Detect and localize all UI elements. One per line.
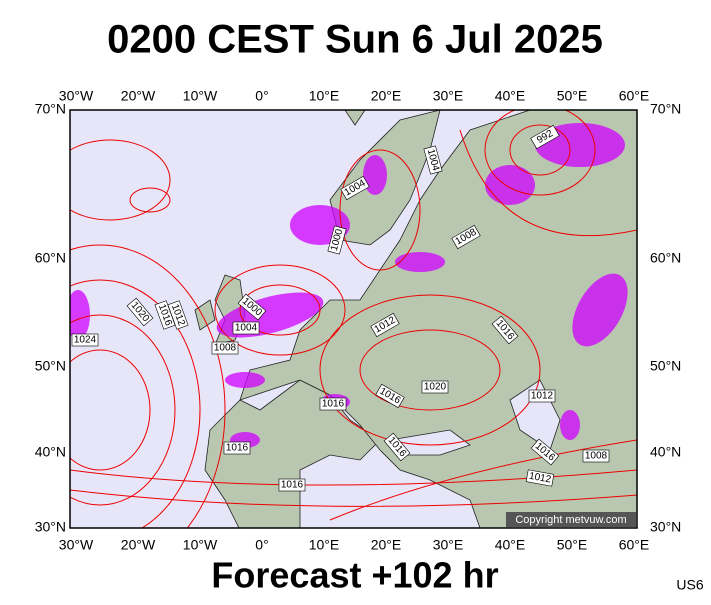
lon-label-top: 20°E (371, 88, 402, 104)
isobar-label: 1004 (232, 321, 260, 335)
isobar-label-box (582, 449, 610, 463)
lon-label-bottom: 10°E (309, 537, 340, 553)
lon-label-top: 40°E (495, 88, 526, 104)
isobar-label-box (237, 293, 267, 321)
isobar-label-box (211, 341, 239, 355)
isobar-label-box (451, 224, 481, 250)
isobar-label: 1008 (582, 449, 610, 463)
copyright: Copyright metvuw.com (515, 514, 626, 526)
map-area (70, 110, 637, 528)
lat-label-left: 30°N (35, 519, 66, 535)
isobar-label-box (375, 383, 405, 409)
isobar-label-text: 1008 (585, 451, 608, 462)
isobar-label-text: 1004 (235, 323, 258, 334)
isobar-label-box (278, 478, 306, 492)
lat-label-right: 50°N (650, 358, 681, 374)
isobar-label: 1016 (223, 441, 251, 455)
isobar-label-box (530, 124, 560, 150)
isobar-label-box (491, 315, 519, 345)
isobar-label-text: 1016 (322, 399, 345, 410)
map-frame (69, 109, 638, 529)
lat-label-left: 40°N (35, 444, 66, 460)
isobar-label-text: 1024 (74, 335, 97, 346)
isobar-label-text: 1012 (528, 471, 552, 486)
isobar-label-box (319, 397, 347, 411)
isobar-label-box (232, 321, 260, 335)
lat-label-left: 70°N (35, 101, 66, 117)
lat-label-right: 60°N (650, 250, 681, 266)
isobar-label-box (340, 175, 370, 201)
lat-label-right: 30°N (650, 519, 681, 535)
isobar-label: 1024 (71, 333, 99, 347)
lon-label-bottom: 40°E (495, 537, 526, 553)
isobar-label-box (223, 441, 251, 455)
isobar-label-box (71, 333, 99, 347)
isobar-label: 1016 (319, 397, 347, 411)
lon-label-top: 20°W (121, 88, 156, 104)
lon-label-top: 0° (255, 88, 268, 104)
lon-label-bottom: 0° (255, 537, 268, 553)
lon-label-top: 60°E (619, 88, 650, 104)
lon-label-bottom: 10°W (183, 537, 218, 553)
copyright-box (506, 512, 636, 527)
isobar-label: 1012 (525, 469, 555, 487)
isobar-label-text: 1020 (424, 382, 447, 393)
isobar-label-text: 1016 (281, 480, 304, 491)
isobar-label: 1000 (327, 225, 347, 255)
isobar-label-box (154, 300, 176, 330)
isobar-label-box (423, 145, 443, 175)
lon-label-bottom: 50°E (557, 537, 588, 553)
isobar-label-box (525, 469, 555, 487)
title: 0200 CEST Sun 6 Jul 2025 (107, 18, 603, 62)
lon-label-bottom: 20°W (121, 537, 156, 553)
isobar-label-box (530, 438, 560, 466)
isobar-label-box (528, 389, 556, 403)
model-label: US6 (676, 577, 703, 593)
lat-label-right: 70°N (650, 101, 681, 117)
isobar-label-text: 1012 (531, 391, 554, 402)
isobar-label: 1012 (528, 389, 556, 403)
lon-label-top: 10°E (309, 88, 340, 104)
isobar-label-box (327, 225, 347, 255)
isobar-label-box (126, 297, 154, 327)
lon-label-top: 30°W (59, 88, 94, 104)
isobar-label: 1004 (423, 145, 443, 175)
lon-label-bottom: 30°W (59, 537, 94, 553)
lon-label-top: 50°E (557, 88, 588, 104)
lon-label-bottom: 30°E (433, 537, 464, 553)
lat-label-left: 50°N (35, 358, 66, 374)
forecast-label: Forecast +102 hr (211, 555, 498, 596)
isobar-label-box (421, 380, 449, 394)
lon-label-top: 10°W (183, 88, 218, 104)
isobar-label: 1020 (421, 380, 449, 394)
isobar-label: 1008 (211, 341, 239, 355)
lon-label-top: 30°E (433, 88, 464, 104)
lat-label-right: 40°N (650, 444, 681, 460)
lat-label-left: 60°N (35, 250, 66, 266)
isobar-label: 1016 (278, 478, 306, 492)
isobar-label-box (370, 312, 400, 338)
lon-label-bottom: 60°E (619, 537, 650, 553)
isobar-label-text: 1016 (226, 443, 249, 454)
isobar-label-box (383, 432, 411, 462)
lon-label-bottom: 20°E (371, 537, 402, 553)
isobar-label-text: 1008 (214, 343, 237, 354)
